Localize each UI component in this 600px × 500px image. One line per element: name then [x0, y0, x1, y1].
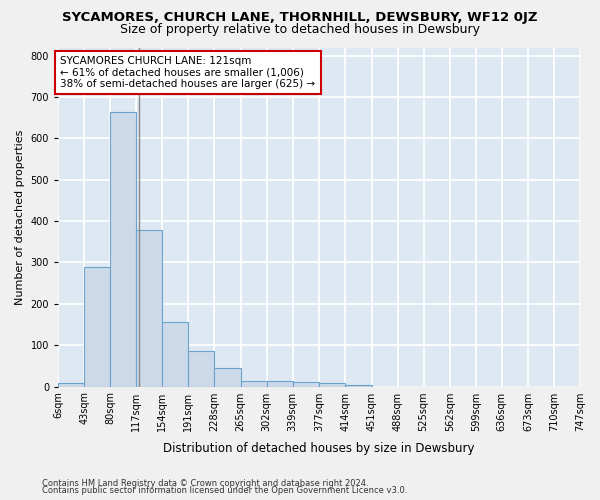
Text: Size of property relative to detached houses in Dewsbury: Size of property relative to detached ho… — [120, 22, 480, 36]
Bar — [163, 322, 188, 386]
Text: Contains HM Land Registry data © Crown copyright and database right 2024.: Contains HM Land Registry data © Crown c… — [42, 478, 368, 488]
Text: SYCAMORES, CHURCH LANE, THORNHILL, DEWSBURY, WF12 0JZ: SYCAMORES, CHURCH LANE, THORNHILL, DEWSB… — [62, 11, 538, 24]
Bar — [214, 368, 241, 386]
Y-axis label: Number of detached properties: Number of detached properties — [15, 130, 25, 304]
X-axis label: Distribution of detached houses by size in Dewsbury: Distribution of detached houses by size … — [163, 442, 475, 455]
Text: Contains public sector information licensed under the Open Government Licence v3: Contains public sector information licen… — [42, 486, 407, 495]
Bar — [346, 385, 371, 386]
Bar — [319, 383, 346, 386]
Bar — [188, 350, 214, 386]
Bar — [110, 112, 136, 386]
Bar — [266, 380, 293, 386]
Bar — [241, 380, 266, 386]
Bar — [58, 383, 84, 386]
Bar — [84, 267, 110, 386]
Text: SYCAMORES CHURCH LANE: 121sqm
← 61% of detached houses are smaller (1,006)
38% o: SYCAMORES CHURCH LANE: 121sqm ← 61% of d… — [60, 56, 316, 89]
Bar — [136, 230, 163, 386]
Bar — [293, 382, 319, 386]
